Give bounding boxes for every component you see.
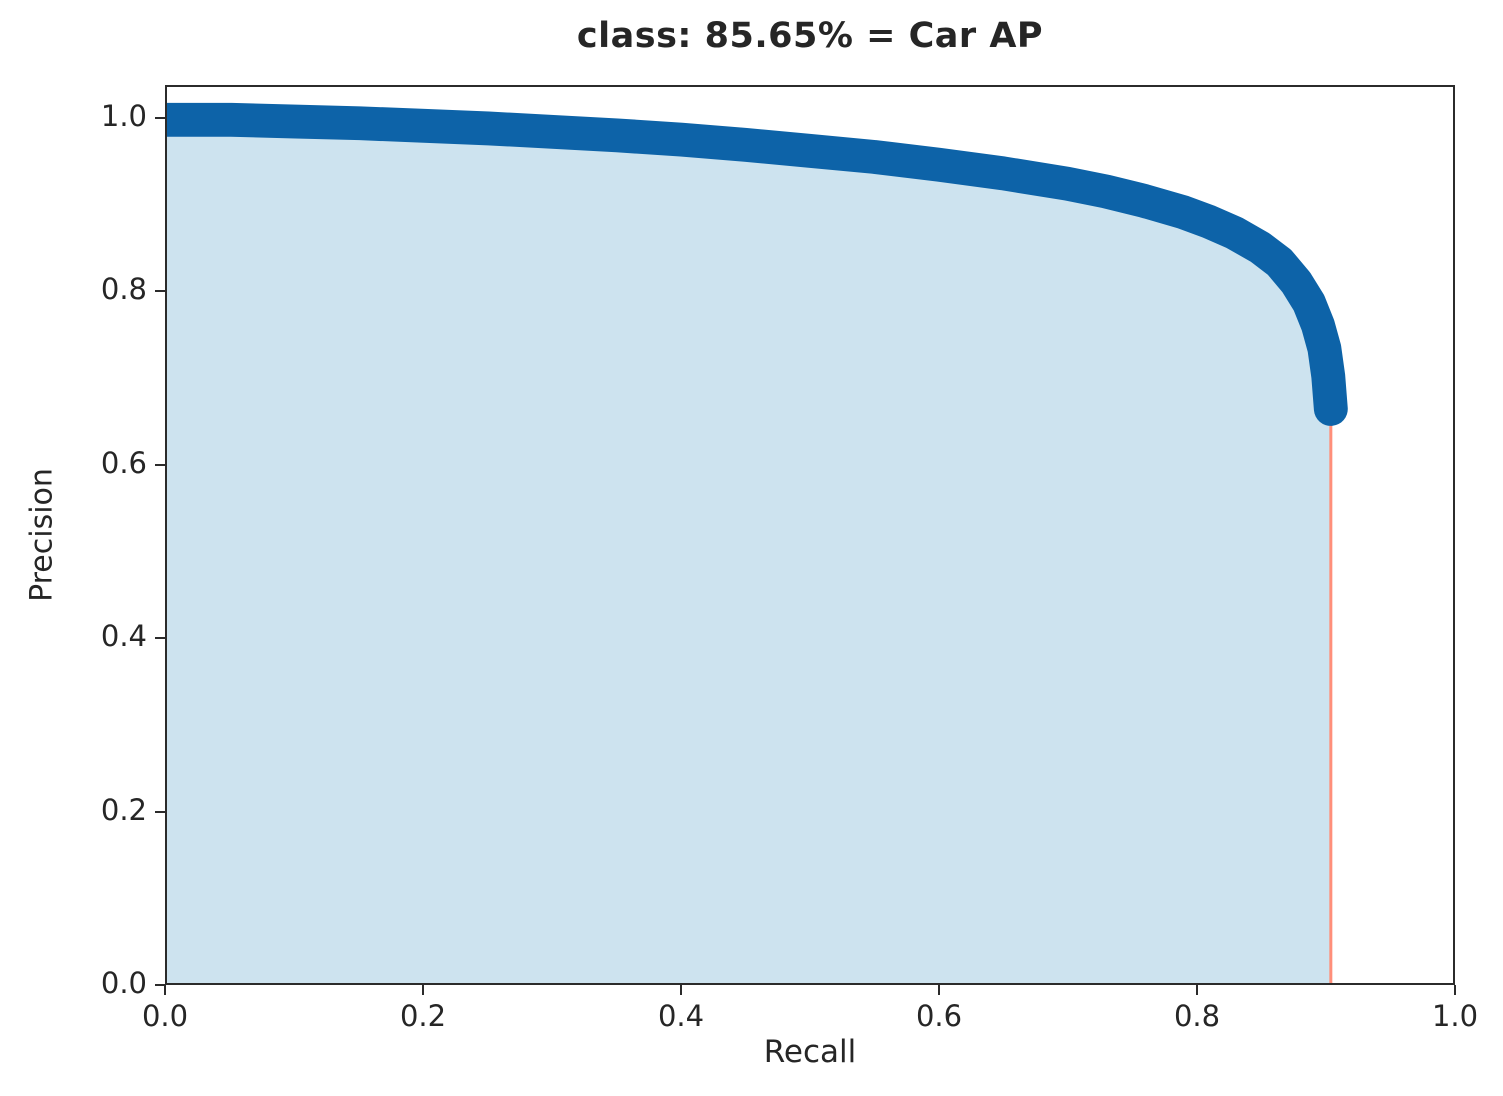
precision-recall-curve (167, 102, 1348, 426)
x-tick-mark (422, 985, 424, 995)
plot-area (165, 85, 1455, 985)
x-tick-label: 1.0 (1431, 999, 1479, 1033)
y-tick-mark (155, 810, 165, 813)
x-tick-mark (1454, 985, 1456, 995)
y-tick-mark (155, 290, 165, 293)
x-tick-mark (680, 985, 682, 995)
auc-fill-area (167, 119, 1331, 983)
x-tick-label: 0.6 (915, 999, 963, 1033)
y-tick-mark (155, 116, 165, 119)
x-tick-label: 0.2 (399, 999, 447, 1033)
y-tick-label: 0.2 (100, 792, 147, 827)
y-tick-label: 0.4 (100, 619, 147, 654)
y-axis-label: Precision (24, 468, 60, 602)
x-tick-label: 0.0 (141, 999, 189, 1033)
y-tick-label: 0.8 (100, 272, 147, 307)
y-tick-label: 0.0 (100, 966, 147, 1000)
x-tick-mark (1196, 985, 1198, 995)
chart-title: class: 85.65% = Car AP (576, 16, 1044, 56)
y-tick-label: 1.0 (100, 98, 147, 133)
x-tick-mark (164, 985, 166, 995)
y-tick-mark (155, 984, 165, 986)
x-tick-label: 0.4 (657, 999, 705, 1033)
y-tick-mark (155, 463, 165, 466)
x-tick-mark (938, 985, 940, 995)
y-tick-label: 0.6 (100, 445, 147, 480)
y-tick-mark (155, 637, 165, 640)
pr-curve-canvas (167, 102, 1348, 983)
x-tick-label: 0.8 (1173, 999, 1221, 1033)
x-axis-label: Recall (763, 1034, 857, 1070)
